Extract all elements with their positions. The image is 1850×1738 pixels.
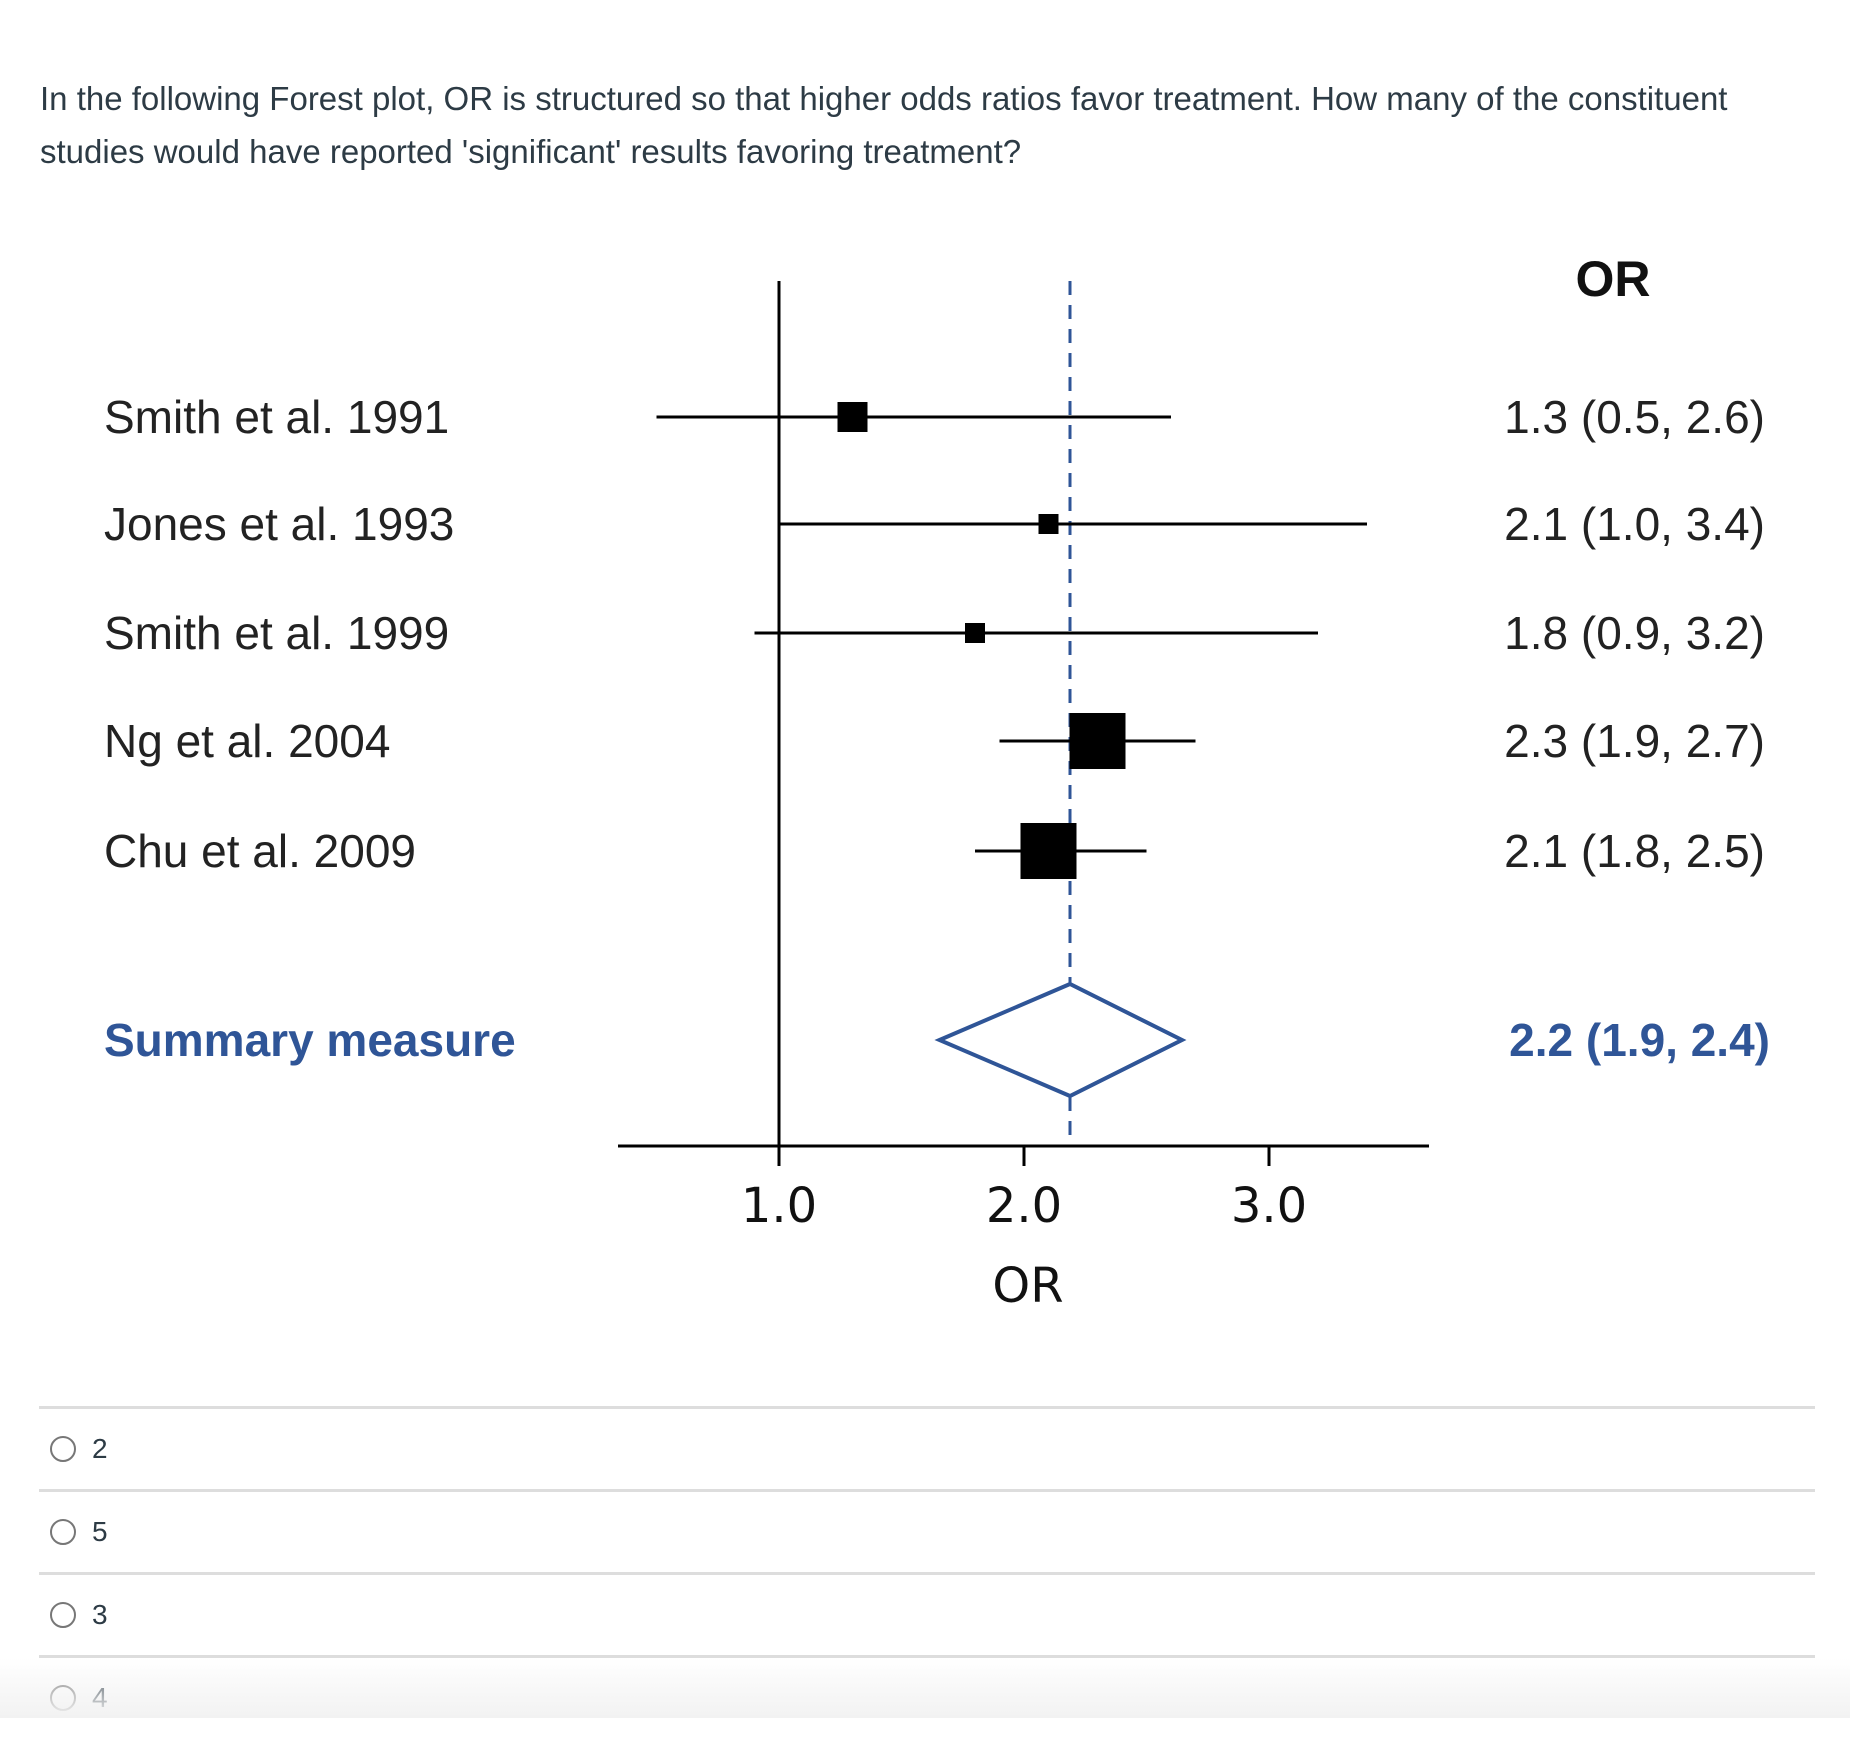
point-estimate [1038,514,1059,534]
point-estimate [1020,823,1077,879]
option-5[interactable]: 5 [39,1489,1815,1572]
radio-button[interactable] [50,1436,76,1462]
answer-options: 2 5 3 4 [39,1406,1815,1738]
option-label: 4 [92,1682,108,1713]
option-label: 5 [92,1516,108,1547]
radio-button[interactable] [50,1602,76,1628]
or-value-label: 1.3 (0.5, 2.6) [1504,391,1765,443]
option-3[interactable]: 3 [39,1572,1815,1655]
x-tick-label: 1.0 [741,1178,817,1234]
option-4[interactable]: 4 [39,1655,1815,1738]
summary-value-label: 2.2 (1.9, 2.4) [1509,1014,1770,1066]
or-value-label: 2.1 (1.0, 3.4) [1504,498,1765,550]
x-tick-label: 3.0 [1231,1178,1307,1234]
study-label: Ng et al. 2004 [104,715,390,767]
point-estimate [965,623,985,643]
question-text: In the following Forest plot, OR is stru… [40,80,1728,170]
study-label: Chu et al. 2009 [104,825,416,877]
forest-plot: 1.0 2.0 3.0 OR OR Smith et al. 1991 1.3 (0.5, … [104,251,1770,1314]
summary-label: Summary measure [104,1014,516,1066]
summary-diamond [934,981,1187,1099]
option-label: 2 [92,1433,108,1464]
or-value-label: 2.1 (1.8, 2.5) [1504,825,1765,877]
x-axis-label: OR [992,1258,1063,1314]
point-estimate [837,402,868,432]
or-column-header: OR [1576,251,1651,307]
study-label: Jones et al. 1993 [104,498,454,550]
study-label: Smith et al. 1999 [104,607,449,659]
or-value-label: 2.3 (1.9, 2.7) [1504,715,1765,767]
option-label: 3 [92,1599,108,1630]
or-value-label: 1.8 (0.9, 3.2) [1504,607,1765,659]
option-2[interactable]: 2 [39,1406,1815,1489]
x-tick-label: 2.0 [986,1178,1062,1234]
point-estimate [1069,713,1126,769]
radio-button[interactable] [50,1519,76,1545]
radio-button[interactable] [50,1685,76,1711]
study-label: Smith et al. 1991 [104,391,449,443]
